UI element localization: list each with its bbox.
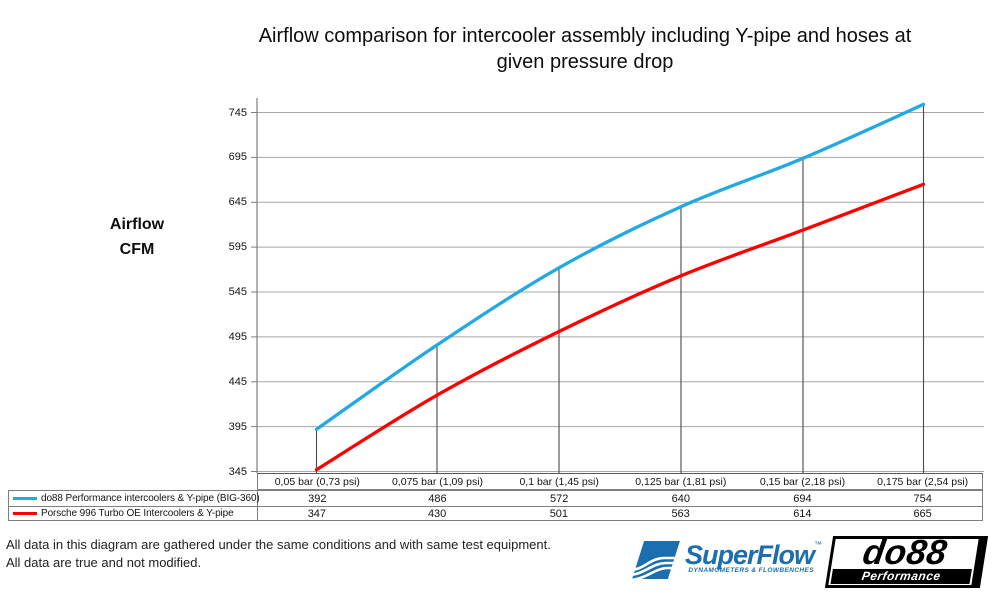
value-cell: 572: [549, 492, 569, 505]
value-cell: 347: [307, 507, 327, 520]
category-label: 0,05 bar (0,73 psi): [274, 475, 360, 488]
y-axis-tick-label: 695: [228, 151, 247, 164]
legend-series-name: Porsche 996 Turbo OE Intercoolers & Y-pi…: [41, 508, 234, 519]
category-label: 0,075 bar (1,09 psi): [391, 475, 484, 488]
page-title-line2: given pressure drop: [496, 51, 674, 73]
series-line-do88: [314, 102, 926, 431]
superflow-logo: SuperFlow™ DYNAMOMETERS & FLOWBENCHES: [630, 540, 822, 580]
value-cell: 614: [793, 507, 812, 520]
category-label: 0,15 bar (2,18 psi): [759, 475, 846, 488]
y-axis-tick-label: 545: [228, 286, 247, 298]
do88-wordmark: do88: [860, 533, 950, 572]
superflow-tagline: DYNAMOMETERS & FLOWBENCHES: [688, 567, 815, 574]
value-cell: 563: [671, 507, 690, 520]
y-axis-tick-label: 645: [228, 196, 247, 209]
superflow-name: SuperFlow: [685, 540, 815, 570]
value-cell: 640: [671, 492, 690, 505]
page-title-line1: Airflow comparison for intercooler assem…: [258, 25, 912, 47]
legend-cell: do88 Performance intercoolers & Y-pipe (…: [9, 491, 260, 506]
legend-line-swatch: [13, 511, 37, 516]
value-cell: 486: [428, 492, 447, 505]
value-cell: 392: [308, 492, 327, 505]
y-axis-tick-label: 745: [228, 106, 247, 119]
y-axis-tick-label: 495: [228, 330, 247, 343]
category-label: 0,1 bar (1,45 psi): [519, 475, 599, 488]
do88-performance-banner: Performance: [830, 569, 972, 584]
y-axis-tick-label: 595: [228, 241, 247, 254]
category-label: 0,125 bar (1,81 psi): [635, 475, 727, 488]
category-label: 0,175 bar (2,54 psi): [877, 475, 969, 488]
data-table-row-porsche: Porsche 996 Turbo OE Intercoolers & Y-pi…: [8, 506, 983, 521]
y-axis-tick-label: 395: [228, 420, 247, 433]
superflow-swoosh-icon: [632, 541, 680, 579]
superflow-trademark: ™: [814, 540, 823, 549]
legend-series-name: do88 Performance intercoolers & Y-pipe (…: [41, 493, 260, 504]
superflow-wordmark: SuperFlow™ DYNAMOMETERS & FLOWBENCHES: [685, 540, 822, 574]
y-axis-tick-label: 345: [228, 465, 247, 478]
footer-note-line2: All data are true and not modified.: [6, 554, 202, 570]
y-axis-title-line2: CFM: [119, 241, 155, 258]
footer-note: All data in this diagram are gathered un…: [6, 536, 551, 571]
legend-cell: Porsche 996 Turbo OE Intercoolers & Y-pi…: [9, 507, 258, 520]
value-cell: 754: [913, 492, 932, 505]
footer-note-line1: All data in this diagram are gathered un…: [6, 537, 551, 552]
do88-logo: do88 Performance: [824, 533, 989, 588]
page-title: Airflow comparison for intercooler assem…: [170, 23, 1000, 75]
data-table-row-do88: do88 Performance intercoolers & Y-pipe (…: [8, 490, 983, 506]
value-cell: 430: [427, 507, 447, 520]
category-axis-row: 0,05 bar (0,73 psi) 0,075 bar (1,09 psi) 0…: [257, 473, 983, 490]
legend-line-swatch: [13, 496, 37, 501]
value-cell: 501: [549, 507, 569, 520]
series-line-porsche: [314, 182, 926, 472]
y-axis-title-line1: Airflow: [109, 216, 165, 233]
y-axis-title: Airflow CFM: [82, 212, 192, 262]
value-cell: 694: [793, 492, 812, 505]
y-axis-tick-label: 445: [228, 375, 247, 388]
value-cell: 665: [913, 507, 932, 520]
